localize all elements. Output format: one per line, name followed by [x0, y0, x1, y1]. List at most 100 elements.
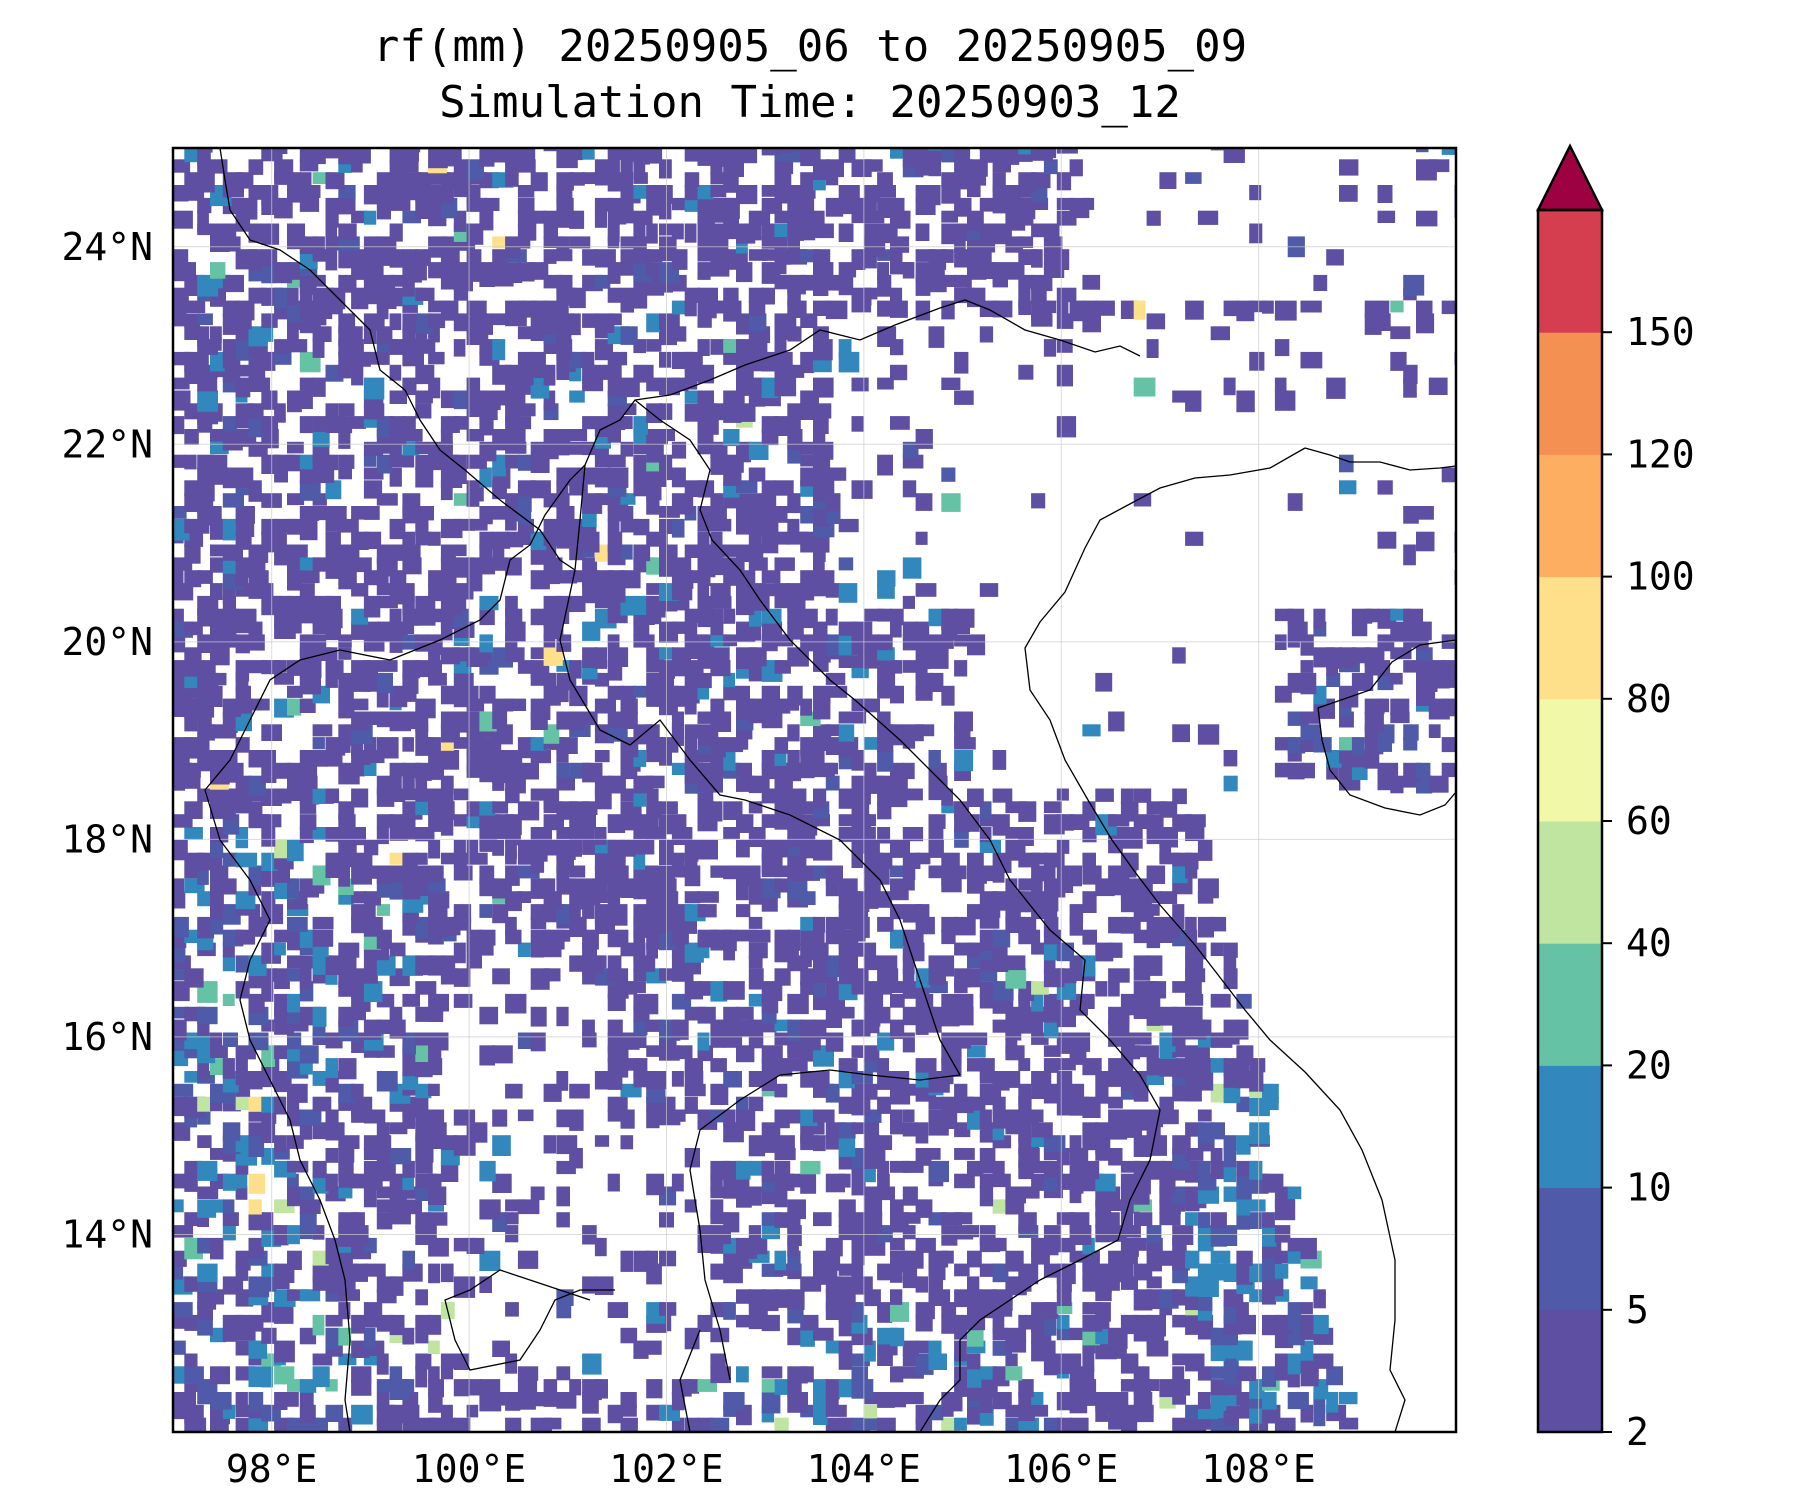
rain-cell [1005, 878, 1018, 897]
rain-cell [800, 634, 815, 652]
rain-cell [851, 711, 867, 724]
rain-cell [1313, 1314, 1329, 1335]
colorbar-segment [1538, 210, 1602, 333]
rain-cell [312, 737, 325, 750]
rain-cell [1287, 1302, 1301, 1318]
rain-cell [761, 570, 781, 583]
rain-cell [736, 1160, 751, 1180]
rain-cell [697, 339, 710, 356]
rain-cell [543, 249, 557, 264]
rain-cell [992, 262, 1007, 284]
rain-cell [633, 467, 650, 481]
rain-cell [915, 1122, 929, 1144]
rain-cell [1172, 1417, 1189, 1432]
rain-cell [338, 1186, 353, 1199]
rain-cell [697, 891, 719, 903]
rain-cell [851, 1263, 864, 1282]
rain-cell [505, 403, 521, 422]
rain-cell [1326, 672, 1341, 687]
rain-cell [248, 993, 265, 1014]
rain-cell [607, 1019, 623, 1037]
rain-cell [274, 1045, 289, 1060]
rain-cell [646, 878, 663, 898]
rain-cell [877, 852, 893, 869]
rain-cell [440, 429, 453, 451]
rain-cell [890, 993, 905, 1008]
rain-cell [415, 852, 428, 865]
rain-cell [646, 249, 663, 263]
rain-cell [235, 852, 258, 868]
rain-cell [915, 621, 930, 643]
rain-cell [851, 621, 873, 640]
rain-cell [173, 1302, 193, 1318]
rain-cell [530, 313, 547, 333]
rain-cell [1018, 1212, 1037, 1233]
rain-cell [1313, 685, 1327, 705]
rain-cell [428, 1263, 441, 1284]
rain-cell [1133, 1045, 1147, 1058]
rain-cell [1095, 1302, 1111, 1322]
rain-cell [1159, 1032, 1176, 1053]
rain-cell [582, 1353, 602, 1375]
rain-cell [620, 1250, 633, 1272]
rain-cell [1159, 1212, 1181, 1226]
rain-cell [556, 904, 570, 925]
rain-cell [299, 968, 312, 990]
rain-cell [325, 608, 343, 629]
rain-cell [877, 1135, 893, 1150]
rain-cell [594, 672, 610, 687]
rain-cell [517, 210, 532, 227]
rain-cell [890, 148, 911, 159]
rain-cell [736, 737, 749, 750]
rain-cell [1095, 1173, 1116, 1192]
rain-cell [877, 711, 891, 731]
rain-cell [440, 262, 455, 279]
rain-cell [1108, 1276, 1120, 1291]
rain-cell [338, 223, 357, 240]
rain-cell [902, 557, 922, 579]
rain-cell [723, 1392, 745, 1411]
rain-cell [1108, 711, 1125, 732]
rain-cell [1197, 1327, 1219, 1340]
rain-cell [1043, 339, 1057, 357]
rain-cell [274, 993, 289, 1016]
rain-cell [222, 1276, 244, 1295]
rain-cell [351, 698, 369, 711]
rain-cell [287, 993, 301, 1013]
rain-cell [1313, 274, 1328, 291]
rain-cell [1146, 1379, 1160, 1391]
rain-cell [402, 1250, 415, 1270]
rain-cell [1018, 1083, 1032, 1106]
rain-cell [363, 955, 378, 977]
rain-cell [479, 1276, 492, 1293]
rain-cell [890, 1289, 903, 1305]
rain-cell [1300, 1237, 1317, 1260]
rain-cell [173, 249, 189, 266]
rain-cell [197, 148, 213, 153]
rain-cell [261, 390, 278, 410]
rain-cell [992, 1122, 1005, 1141]
rain-cell [376, 570, 389, 586]
rain-cell [261, 904, 284, 925]
rain-cell [197, 595, 219, 616]
rain-cell [1390, 326, 1411, 340]
rain-cell [325, 148, 339, 159]
rain-cell [415, 698, 436, 719]
rain-cell [928, 185, 941, 206]
rain-cell [197, 570, 213, 584]
rain-cell [902, 480, 917, 498]
rain-cell [415, 1366, 428, 1388]
rain-cell [1185, 1006, 1203, 1027]
rain-cell [915, 1237, 936, 1253]
border-china-vietnam-laos [389, 299, 1141, 661]
rain-cell [1262, 1392, 1277, 1410]
rain-cell [556, 518, 574, 536]
rain-cell [1364, 647, 1385, 667]
rain-cell [838, 148, 856, 163]
rain-cell [954, 1212, 973, 1225]
rain-cell [1018, 1417, 1039, 1432]
rain-cell [1185, 1083, 1202, 1102]
rain-cell [607, 865, 629, 884]
rain-cell [954, 1006, 974, 1026]
rain-cell [248, 1212, 265, 1231]
